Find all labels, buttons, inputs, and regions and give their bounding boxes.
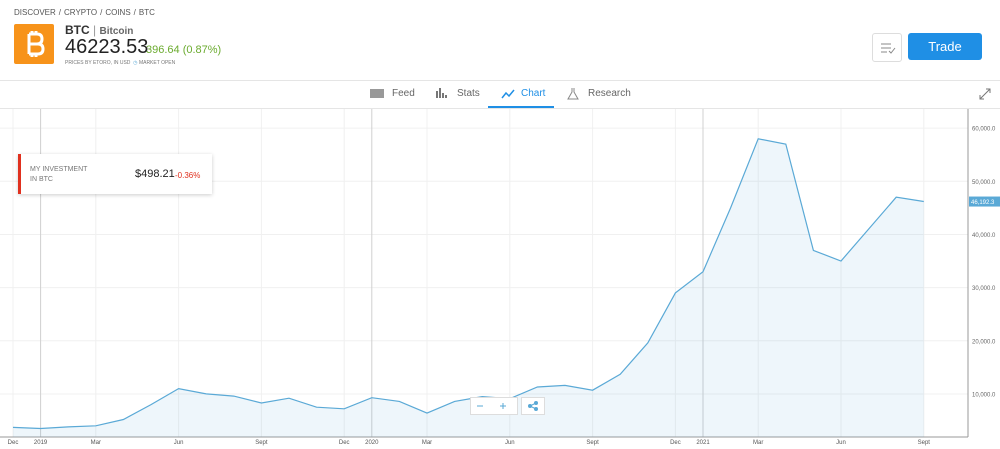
x-tick-label: Dec [339, 440, 350, 446]
zoom-controls [470, 397, 518, 415]
y-tick-label: 60,000.0 [972, 127, 996, 133]
x-tick-label: Sept [918, 440, 931, 446]
investment-value: $498.21 [135, 168, 175, 180]
x-tick-label: Jun [174, 440, 184, 446]
breadcrumb: DISCOVER / CRYPTO / COINS / BTC [14, 8, 155, 17]
price: 46223.53 [65, 36, 149, 58]
tab-icons [370, 88, 579, 100]
crumb[interactable]: COINS [105, 8, 131, 17]
y-tick-label: 30,000.0 [972, 286, 996, 292]
y-tick-label: 20,000.0 [972, 339, 996, 345]
tab-active[interactable]: Chart [521, 88, 546, 99]
x-tick-label: 2019 [34, 440, 48, 446]
divider [0, 80, 1000, 81]
price-marker-label: 46,192.3 [971, 200, 995, 206]
x-tick-label: 2021 [696, 440, 710, 446]
source: PRICES BY ETORO, IN USD [65, 60, 131, 66]
price-change: 396.64 (0.87%) [146, 44, 222, 56]
coin-name: Bitcoin [99, 26, 134, 37]
x-tick-label: Jun [836, 440, 846, 446]
market-status: MARKET OPEN [138, 60, 176, 66]
symbol: BTC [65, 23, 90, 37]
investment-card: MY INVESTMENT IN BTC $498.21 -0.36% [18, 154, 212, 194]
investment-sublabel: IN BTC [30, 176, 53, 183]
divider [0, 108, 1000, 109]
x-tick-label: Dec [8, 440, 19, 446]
tab[interactable]: Stats [457, 88, 480, 99]
x-tick-label: Sept [586, 440, 599, 446]
y-tick-label: 50,000.0 [972, 180, 996, 186]
x-tick-label: Mar [422, 440, 432, 446]
x-tick-label: Jun [505, 440, 515, 446]
zoom-in[interactable] [500, 403, 506, 409]
share-button[interactable] [521, 397, 545, 415]
tab-underline [488, 106, 554, 108]
title-row: BTC | Bitcoin [65, 23, 134, 37]
price-source: PRICES BY ETORO, IN USD ◷ MARKET OPEN [65, 60, 176, 66]
price-line [12, 138, 924, 430]
area [13, 138, 924, 438]
trade-button[interactable]: Trade [908, 33, 982, 60]
crumb: BTC [138, 8, 155, 17]
logo [14, 24, 54, 64]
expand-icon[interactable] [978, 87, 992, 101]
crumb[interactable]: CRYPTO [64, 8, 98, 17]
y-tick-label: 40,000.0 [972, 233, 996, 239]
x-tick-label: Dec [670, 440, 681, 446]
x-tick-label: 2020 [365, 440, 379, 446]
tab[interactable]: Feed [392, 88, 415, 99]
crumb[interactable]: DISCOVER [14, 8, 56, 17]
x-tick-label: Sept [255, 440, 268, 446]
tab[interactable]: Research [588, 88, 631, 99]
y-tick-label: 10,000.0 [972, 392, 996, 398]
investment-change: -0.36% [175, 171, 201, 180]
investment-label: MY INVESTMENT [30, 166, 88, 173]
x-tick-label: Mar [753, 440, 763, 446]
price-marker [969, 196, 1000, 207]
watchlist-button[interactable] [872, 33, 902, 62]
x-tick-label: Mar [91, 440, 101, 446]
